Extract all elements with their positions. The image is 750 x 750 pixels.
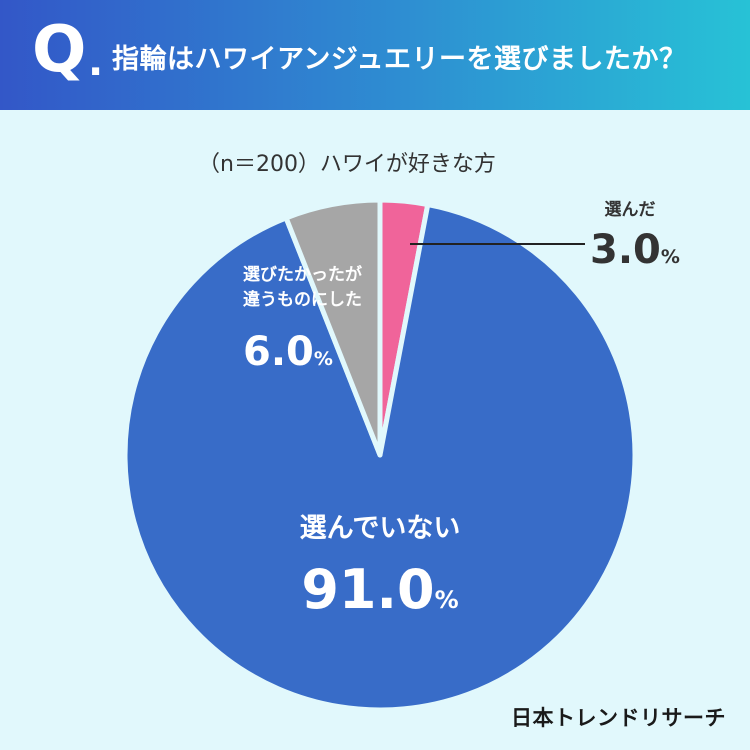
slice-wanted-other xyxy=(283,197,383,458)
brand-logo: 日本トレンドリサーチ xyxy=(511,706,726,730)
pie-slices xyxy=(122,197,638,713)
chose-label: 選んだ xyxy=(605,200,656,220)
wanted-other-label-line2: 違うものにした xyxy=(243,289,362,310)
wanted-other-label-line1: 選びたかったが xyxy=(243,264,362,285)
q-dot: . xyxy=(88,39,104,85)
sample-subtitle: （n＝200）ハワイが好きな方 xyxy=(198,152,496,177)
wanted-other-value: 6.0% xyxy=(243,329,333,375)
not-chose-label: 選んでいない xyxy=(300,513,461,544)
chose-value: 3.0% xyxy=(590,227,680,273)
q-mark: Q xyxy=(32,13,87,87)
header-banner: Q . 指輪はハワイアンジュエリーを選びましたか？ xyxy=(0,0,750,110)
question-text: 指輪はハワイアンジュエリーを選びましたか？ xyxy=(112,44,687,75)
not-chose-value: 91.0% xyxy=(301,558,458,621)
